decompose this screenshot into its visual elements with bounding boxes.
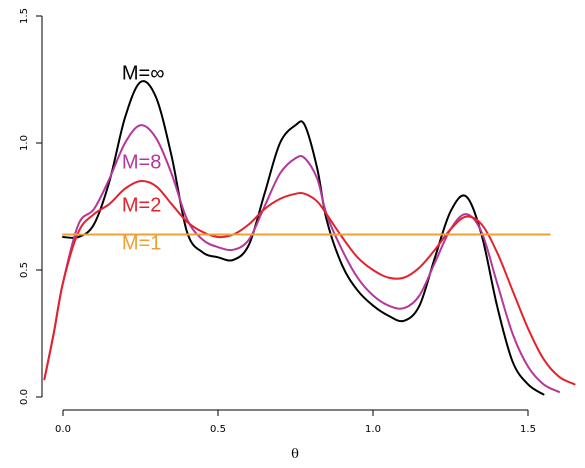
series-line-M=∞ xyxy=(62,80,545,396)
plot-lines xyxy=(43,80,576,396)
y-axis: 0.0 0.5 1.0 1.5 xyxy=(19,8,43,405)
series-annotations: M=∞ M=8 M=2 M=1 xyxy=(122,63,165,255)
x-axis: 0.0 0.5 1.0 1.5 xyxy=(55,409,536,435)
y-tick-label: 1.0 xyxy=(19,135,30,151)
x-tick-label: 1.5 xyxy=(520,424,536,435)
series-annotation: M=∞ xyxy=(122,63,165,85)
series-line-M=8 xyxy=(43,124,560,393)
series-line-M=2 xyxy=(43,180,576,386)
x-tick-label: 1.0 xyxy=(365,424,381,435)
y-tick-label: 1.5 xyxy=(19,8,30,24)
x-tick-label: 0.0 xyxy=(55,424,71,435)
x-tick-label: 0.5 xyxy=(210,424,226,435)
series-annotation: M=2 xyxy=(122,195,161,217)
y-tick-label: 0.0 xyxy=(19,389,30,405)
x-axis-label: θ xyxy=(291,447,299,462)
series-annotation: M=8 xyxy=(122,151,161,173)
y-tick-label: 0.5 xyxy=(19,262,30,278)
series-annotation: M=1 xyxy=(122,233,161,255)
